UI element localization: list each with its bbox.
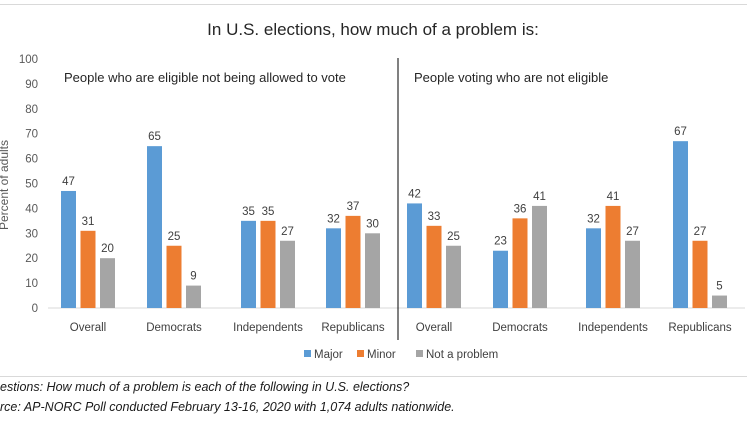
- legend-entry: Minor: [367, 349, 396, 361]
- y-tick-label: 60: [25, 154, 38, 166]
- data-label: 42: [408, 188, 421, 200]
- y-tick-label: 80: [25, 104, 38, 116]
- panel-title: People who are eligible not being allowe…: [64, 70, 346, 85]
- chart-title: In U.S. elections, how much of a problem…: [207, 20, 539, 39]
- data-label: 36: [514, 203, 527, 215]
- legend-entry: Not a problem: [426, 349, 498, 361]
- y-tick-label: 90: [25, 79, 38, 91]
- data-label: 25: [447, 231, 460, 243]
- bar-major: [147, 146, 162, 308]
- x-tick-label: Independents: [578, 322, 648, 334]
- data-label: 37: [347, 201, 360, 213]
- data-label: 23: [494, 236, 507, 248]
- bar-minor: [260, 220, 276, 308]
- bottom-rule: [0, 376, 747, 377]
- y-tick-label: 30: [25, 228, 38, 240]
- bar-major: [673, 141, 688, 308]
- data-label: 32: [587, 213, 600, 225]
- data-label: 33: [428, 211, 441, 223]
- legend-entry: Major: [314, 349, 343, 361]
- x-tick-label: Overall: [70, 322, 106, 334]
- legend-swatch: [416, 350, 423, 357]
- x-tick-label: Republicans: [321, 322, 385, 334]
- x-tick-label: Democrats: [146, 322, 202, 334]
- x-tick-label: Independents: [233, 322, 303, 334]
- data-label: 27: [626, 226, 639, 238]
- bar-not-a-problem: [100, 258, 115, 308]
- bar-not-a-problem: [186, 285, 201, 308]
- y-tick-label: 10: [25, 278, 38, 290]
- bar-major: [61, 190, 76, 308]
- data-label: 35: [242, 206, 255, 218]
- bar-minor: [345, 215, 361, 308]
- bar-not-a-problem: [712, 295, 727, 308]
- data-label: 41: [607, 191, 620, 203]
- legend-swatch: [357, 350, 364, 357]
- data-label: 25: [168, 231, 181, 243]
- bar-not-a-problem: [625, 240, 640, 308]
- bar-minor: [692, 240, 708, 308]
- bar-not-a-problem: [446, 245, 461, 308]
- data-label: 32: [327, 213, 340, 225]
- bar-minor: [426, 225, 442, 308]
- y-tick-label: 70: [25, 129, 38, 141]
- footnote-question: estions: How much of a problem is each o…: [0, 380, 410, 394]
- data-label: 20: [101, 243, 114, 255]
- bar-major: [493, 250, 508, 308]
- bar-major: [407, 203, 422, 308]
- top-rule: [0, 4, 747, 5]
- y-tick-label: 0: [32, 303, 38, 315]
- data-label: 5: [716, 281, 722, 293]
- y-tick-label: 100: [19, 54, 38, 66]
- bar-minor: [166, 245, 182, 308]
- y-tick-label: 20: [25, 253, 38, 265]
- bar-minor: [605, 205, 621, 308]
- data-label: 9: [190, 271, 196, 283]
- data-label: 65: [148, 131, 161, 143]
- bar-minor: [512, 218, 528, 308]
- x-tick-label: Democrats: [492, 322, 548, 334]
- bar-not-a-problem: [365, 233, 380, 308]
- footnote-source: rce: AP-NORC Poll conducted February 13-…: [0, 400, 455, 414]
- data-label: 27: [281, 226, 294, 238]
- bar-not-a-problem: [280, 240, 295, 308]
- x-tick-label: Overall: [416, 322, 452, 334]
- bar-major: [326, 228, 341, 308]
- bar-major: [241, 220, 256, 308]
- data-label: 30: [366, 218, 379, 230]
- y-tick-label: 50: [25, 179, 38, 191]
- bar-chart: In U.S. elections, how much of a problem…: [0, 20, 745, 361]
- x-tick-label: Republicans: [668, 322, 732, 334]
- data-label: 67: [674, 126, 687, 138]
- bar-major: [586, 228, 601, 308]
- bar-minor: [80, 230, 96, 308]
- data-label: 27: [694, 226, 707, 238]
- data-label: 31: [82, 216, 95, 228]
- legend-swatch: [304, 350, 311, 357]
- panel-title: People voting who are not eligible: [414, 70, 608, 85]
- bar-not-a-problem: [532, 205, 547, 308]
- y-axis-label: Percent of adults: [0, 140, 11, 230]
- data-label: 41: [533, 191, 546, 203]
- data-label: 47: [62, 176, 75, 188]
- data-label: 35: [262, 206, 275, 218]
- y-tick-label: 40: [25, 203, 38, 215]
